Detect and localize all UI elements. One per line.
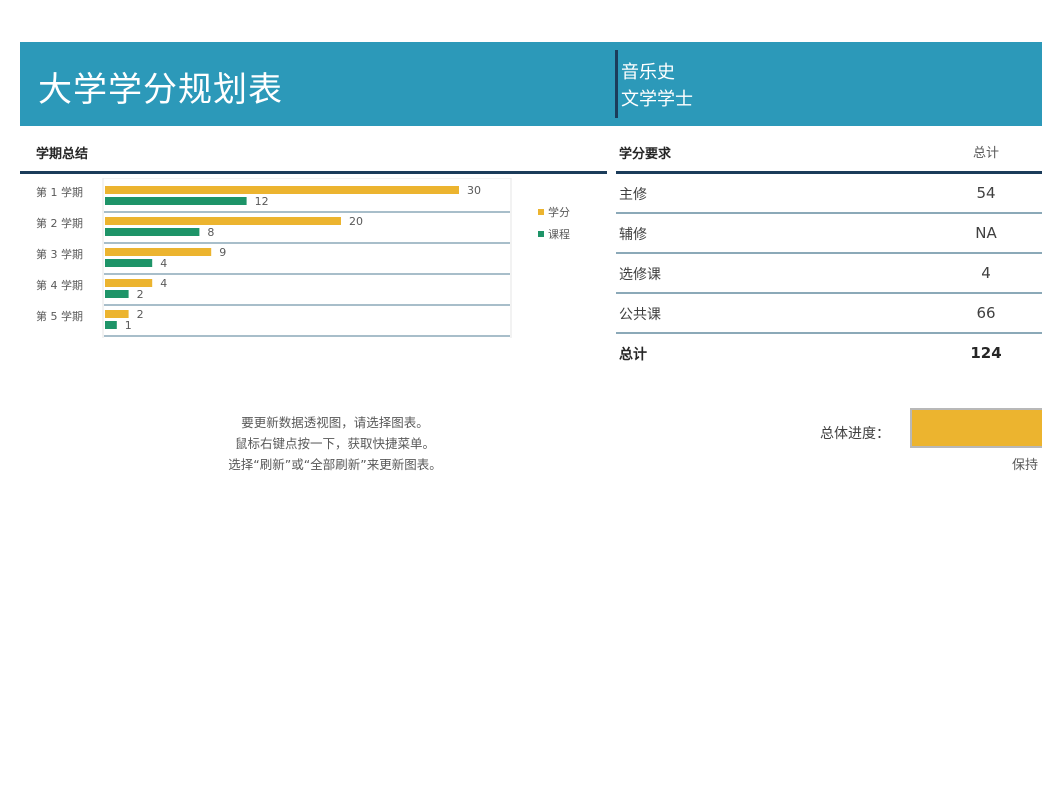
semester-summary-heading: 学期总结 — [36, 147, 89, 162]
pivot-chart-note: 要更新数据透视图，请选择图表。 鼠标右键点按一下，获取快捷菜单。 选择“刷新”或… — [160, 412, 510, 475]
requirement-value[interactable]: 66 — [976, 304, 996, 322]
total-value: 124 — [970, 344, 1002, 362]
note-line: 选择“刷新”或“全部刷新”来更新图表。 — [228, 457, 442, 472]
bar-courses[interactable] — [105, 290, 129, 298]
total-column-header: 总计 — [972, 146, 999, 161]
requirement-label: 主修 — [619, 187, 647, 203]
bar-data-label: 9 — [219, 246, 226, 259]
bar-courses[interactable] — [105, 259, 153, 267]
semester-chart[interactable]: 第 1 学期 30 12 第 2 学期 20 8 第 3 学期 9 4 第 4 学期 4 2 第 5 学… — [20, 178, 590, 338]
requirement-value[interactable]: 4 — [981, 264, 991, 282]
legend-swatch — [538, 209, 544, 215]
bar-data-label: 1 — [125, 319, 132, 332]
note-line: 要更新数据透视图，请选择图表。 — [241, 415, 429, 430]
bar-courses[interactable] — [105, 321, 117, 329]
legend-swatch — [538, 231, 544, 237]
bar-data-label: 2 — [137, 288, 144, 301]
progress-caption: 保持 — [1012, 458, 1039, 473]
bar-courses[interactable] — [105, 197, 247, 205]
requirement-value[interactable]: 54 — [976, 184, 996, 202]
bar-credits[interactable] — [105, 279, 153, 287]
bar-credits[interactable] — [105, 186, 459, 194]
bar-data-label: 4 — [160, 257, 167, 270]
total-label: 总计 — [619, 347, 647, 363]
progress-label: 总体进度： — [820, 426, 890, 442]
section-divider-right — [616, 171, 1042, 174]
requirement-label: 辅修 — [619, 227, 647, 243]
requirements-heading: 学分要求 — [619, 147, 672, 162]
category-label: 第 1 学期 — [36, 185, 83, 199]
category-label: 第 3 学期 — [36, 247, 83, 261]
bar-data-label: 12 — [255, 195, 269, 208]
overall-progress-bar — [910, 408, 1042, 448]
legend-label: 学分 — [548, 205, 570, 219]
bar-courses[interactable] — [105, 228, 200, 236]
requirement-row[interactable]: 辅修 NA — [616, 214, 1042, 254]
note-line: 鼠标右键点按一下，获取快捷菜单。 — [234, 436, 435, 451]
requirement-total-row: 总计 124 — [616, 334, 1042, 372]
bar-data-label: 8 — [207, 226, 214, 239]
page-title: 大学学分规划表 — [38, 70, 283, 110]
bar-data-label: 20 — [349, 215, 363, 228]
requirement-row[interactable]: 公共课 66 — [616, 294, 1042, 334]
banner-divider — [615, 50, 618, 118]
degree-name: 文学学士 — [621, 89, 693, 110]
progress-fill — [912, 410, 1042, 446]
bar-credits[interactable] — [105, 310, 129, 318]
section-divider-left — [20, 171, 607, 174]
bar-data-label: 30 — [467, 184, 481, 197]
legend-label: 课程 — [548, 228, 570, 241]
major-name: 音乐史 — [621, 62, 675, 83]
requirement-label: 公共课 — [619, 307, 661, 323]
category-label: 第 5 学期 — [36, 309, 83, 323]
requirement-label: 选修课 — [619, 267, 661, 283]
requirement-row[interactable]: 选修课 4 — [616, 254, 1042, 294]
requirement-row[interactable]: 主修 54 — [616, 174, 1042, 214]
bar-credits[interactable] — [105, 217, 341, 225]
header-banner: 大学学分规划表 音乐史 文学学士 — [20, 42, 1042, 126]
bar-data-label: 4 — [160, 277, 167, 290]
category-label: 第 4 学期 — [36, 278, 83, 292]
requirement-value[interactable]: NA — [975, 224, 997, 242]
requirements-table: 主修 54 辅修 NA 选修课 4 公共课 66 总计 124 — [616, 174, 1042, 372]
bar-credits[interactable] — [105, 248, 212, 256]
category-label: 第 2 学期 — [36, 216, 83, 230]
bar-data-label: 2 — [137, 308, 144, 321]
